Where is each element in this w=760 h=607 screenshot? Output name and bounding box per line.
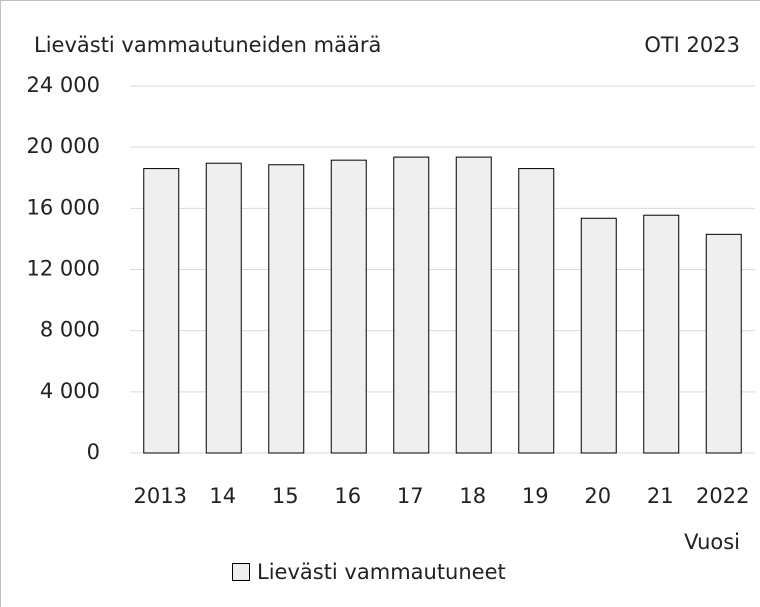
bar [205, 162, 242, 454]
y-tick-label: 8 000 [40, 318, 100, 342]
x-tick-label: 2013 [134, 484, 187, 508]
x-tick-label: 15 [272, 484, 299, 508]
y-tick-label: 24 000 [27, 73, 100, 97]
x-tick-label: 16 [334, 484, 361, 508]
y-tick-label: 4 000 [40, 379, 100, 403]
annotation: OTI 2023 [644, 33, 740, 57]
x-axis-label: Vuosi [684, 530, 740, 554]
y-tick-label: 12 000 [27, 257, 100, 281]
x-tick-label: 20 [584, 484, 611, 508]
bar [393, 156, 430, 454]
bar [643, 214, 680, 454]
bar [268, 164, 305, 454]
x-tick-label: 21 [647, 484, 674, 508]
bar [143, 168, 180, 454]
legend-swatch [232, 563, 250, 581]
legend-label: Lievästi vammautuneet [257, 560, 506, 584]
y-tick-label: 20 000 [27, 134, 100, 158]
x-tick-label: 19 [522, 484, 549, 508]
x-tick-label: 17 [397, 484, 424, 508]
x-tick-label: 14 [209, 484, 236, 508]
x-tick-label: 2022 [696, 484, 749, 508]
bar [518, 168, 555, 454]
chart-title: Lievästi vammautuneiden määrä [34, 33, 381, 57]
bar [455, 156, 492, 454]
y-tick-label: 0 [87, 440, 100, 464]
bar [330, 159, 367, 454]
bar [705, 233, 742, 454]
bar [580, 217, 617, 454]
y-tick-label: 16 000 [27, 195, 100, 219]
x-tick-label: 18 [459, 484, 486, 508]
